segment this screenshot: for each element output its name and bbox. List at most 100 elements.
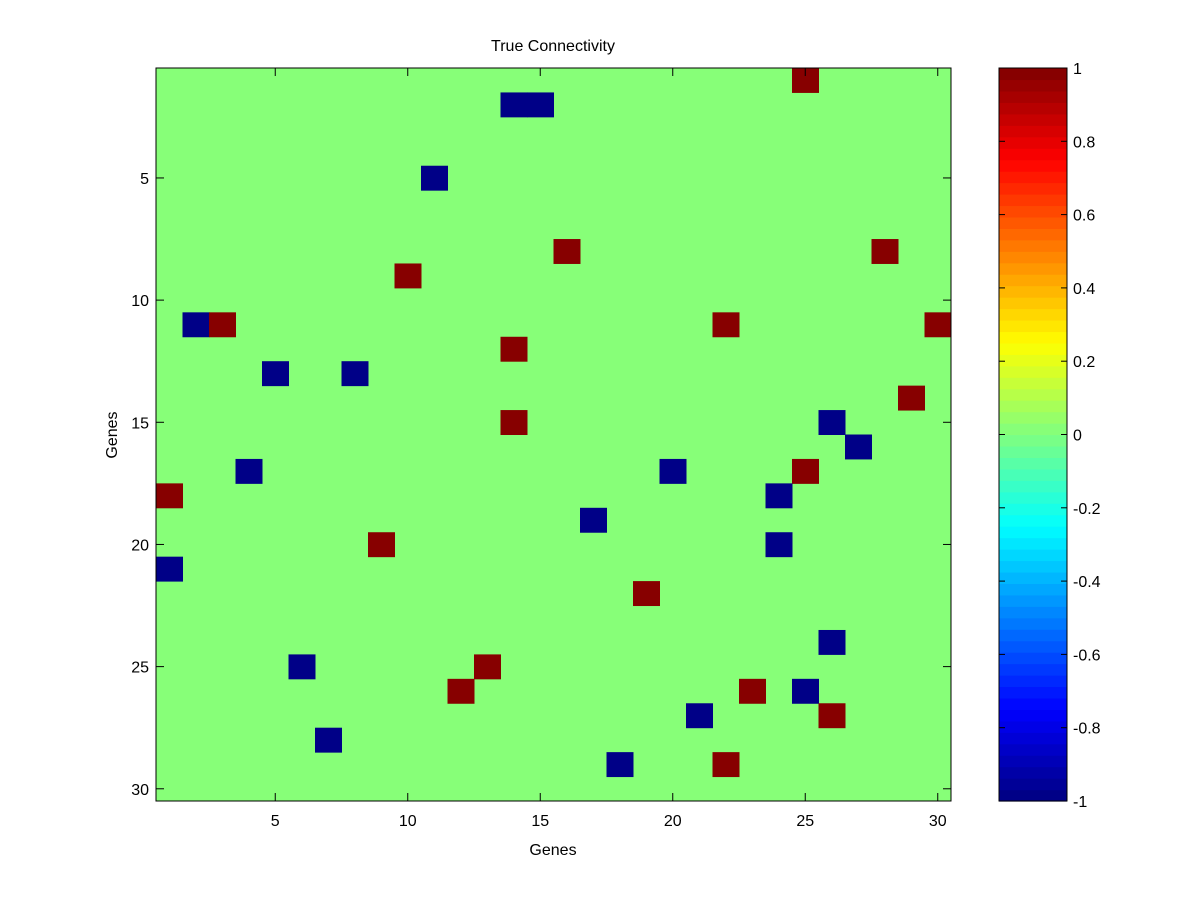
heatmap-cell-r26-c12 xyxy=(447,678,475,704)
heatmap-cell-r19-c17 xyxy=(580,507,607,533)
colorbar-segment xyxy=(999,560,1067,573)
colorbar-segment xyxy=(999,331,1067,344)
colorbar-tick-label: 0.4 xyxy=(1073,281,1095,298)
heatmap-cell-r11-c3 xyxy=(209,312,236,338)
colorbar-segment xyxy=(999,594,1067,607)
colorbar-segment xyxy=(999,113,1067,126)
colorbar-segment xyxy=(999,342,1067,355)
colorbar-segment xyxy=(999,239,1067,252)
colorbar-segment xyxy=(999,182,1067,195)
colorbar-tick-label: 0.8 xyxy=(1073,134,1095,151)
colorbar-segment xyxy=(999,686,1067,699)
y-tick-label: 15 xyxy=(131,415,149,432)
colorbar-segment xyxy=(999,148,1067,161)
colorbar-segment xyxy=(999,675,1067,688)
colorbar-segment xyxy=(999,709,1067,722)
heatmap-cell-r29-c18 xyxy=(606,752,634,778)
colorbar-segment xyxy=(999,285,1067,298)
colorbar-segment xyxy=(999,90,1067,103)
heatmap-cell-r25-c6 xyxy=(288,654,316,680)
heatmap-cell-r8-c28 xyxy=(871,239,899,264)
colorbar-tick-label: 0 xyxy=(1073,428,1082,445)
x-tick-label: 20 xyxy=(664,813,682,830)
y-tick-label: 25 xyxy=(131,660,149,677)
colorbar-tick-label: -0.6 xyxy=(1073,647,1101,664)
heatmap-cell-r11-c2 xyxy=(182,312,210,338)
heatmap-cell-r26-c25 xyxy=(792,678,819,704)
x-tick-label: 10 xyxy=(399,813,417,830)
heatmap-cell-r24-c26 xyxy=(818,629,846,655)
chart-title: True Connectivity xyxy=(491,38,615,55)
heatmap-plot-area: 5 10 15 20 25 30 5 10 15 20 25 30 xyxy=(131,67,952,830)
heatmap-cell-r17-c25 xyxy=(792,458,819,484)
colorbar-segment xyxy=(999,297,1067,310)
colorbar-tick-label: 0.2 xyxy=(1073,354,1095,371)
heatmap-cell-r13-c5 xyxy=(262,361,289,387)
heatmap-cell-r12-c14 xyxy=(500,336,528,362)
colorbar-segment xyxy=(999,377,1067,390)
colorbar-tick-label: 1 xyxy=(1073,61,1082,78)
colorbar-segment xyxy=(999,308,1067,321)
y-tick-label: 10 xyxy=(131,293,149,310)
colorbar-segment xyxy=(999,732,1067,745)
colorbar-segment xyxy=(999,445,1067,458)
heatmap-cell-r11-c30 xyxy=(924,312,952,338)
colorbar-segment xyxy=(999,514,1067,527)
heatmap-cell-r17-c4 xyxy=(235,458,263,484)
heatmap-cell-r20-c9 xyxy=(368,532,395,558)
heatmap-cell-r14-c29 xyxy=(898,385,925,411)
colorbar-segment xyxy=(999,411,1067,424)
colorbar-segment xyxy=(999,457,1067,470)
colorbar-segment xyxy=(999,652,1067,665)
colorbar-segment xyxy=(999,136,1067,149)
colorbar-segment xyxy=(999,319,1067,333)
colorbar-segment xyxy=(999,274,1067,287)
colorbar-segment xyxy=(999,571,1067,584)
colorbar-segment xyxy=(999,365,1067,378)
colorbar-segment xyxy=(999,216,1067,229)
colorbar-segment xyxy=(999,468,1067,481)
colorbar-segment xyxy=(999,354,1067,367)
colorbar-segment xyxy=(999,663,1067,676)
colorbar-segment xyxy=(999,171,1067,184)
colorbar-segment xyxy=(999,778,1067,791)
y-tick-label: 5 xyxy=(140,171,149,188)
heatmap-cell-r2-c14 xyxy=(500,92,528,118)
colorbar-segment xyxy=(999,617,1067,630)
heatmap-cell-r27-c26 xyxy=(818,703,846,729)
colorbar-segment xyxy=(999,251,1067,264)
colorbar-segment xyxy=(999,755,1067,768)
colorbar-tick-label: 0.6 xyxy=(1073,208,1095,225)
heatmap-cell-r17-c20 xyxy=(659,458,687,484)
heatmap-cell-r9-c10 xyxy=(394,263,422,289)
colorbar-segment xyxy=(999,503,1067,516)
y-tick-label: 30 xyxy=(131,782,149,799)
colorbar-tick-label: -0.8 xyxy=(1073,721,1101,738)
colorbar-tick-label: -0.2 xyxy=(1073,501,1101,518)
heatmap-cell-r22-c19 xyxy=(633,581,660,607)
colorbar-segment xyxy=(999,583,1067,596)
colorbar-segment xyxy=(999,629,1067,642)
heatmap-cell-r28-c7 xyxy=(315,727,342,753)
x-tick-label: 15 xyxy=(531,813,549,830)
x-tick-label: 25 xyxy=(796,813,814,830)
colorbar-tick-label: -1 xyxy=(1073,794,1087,811)
colorbar-segment xyxy=(999,434,1067,447)
colorbar-segment xyxy=(999,491,1067,504)
heatmap-cell-r20-c24 xyxy=(765,532,793,558)
x-tick-label: 5 xyxy=(271,813,280,830)
colorbar-tick-label: -0.4 xyxy=(1073,574,1101,591)
colorbar-segment xyxy=(999,68,1067,81)
y-tick-label: 20 xyxy=(131,537,149,554)
colorbar-segment xyxy=(999,400,1067,413)
colorbar-segment xyxy=(999,262,1067,275)
heatmap-cell-r21-c1 xyxy=(156,556,183,582)
colorbar-segment xyxy=(999,606,1067,619)
colorbar-segment xyxy=(999,102,1067,115)
heatmap-cell-r8-c16 xyxy=(553,239,581,264)
colorbar-segment xyxy=(999,549,1067,562)
colorbar-segment xyxy=(999,789,1067,802)
colorbar-segment xyxy=(999,388,1067,401)
heatmap-cell-r2-c15 xyxy=(527,92,554,118)
